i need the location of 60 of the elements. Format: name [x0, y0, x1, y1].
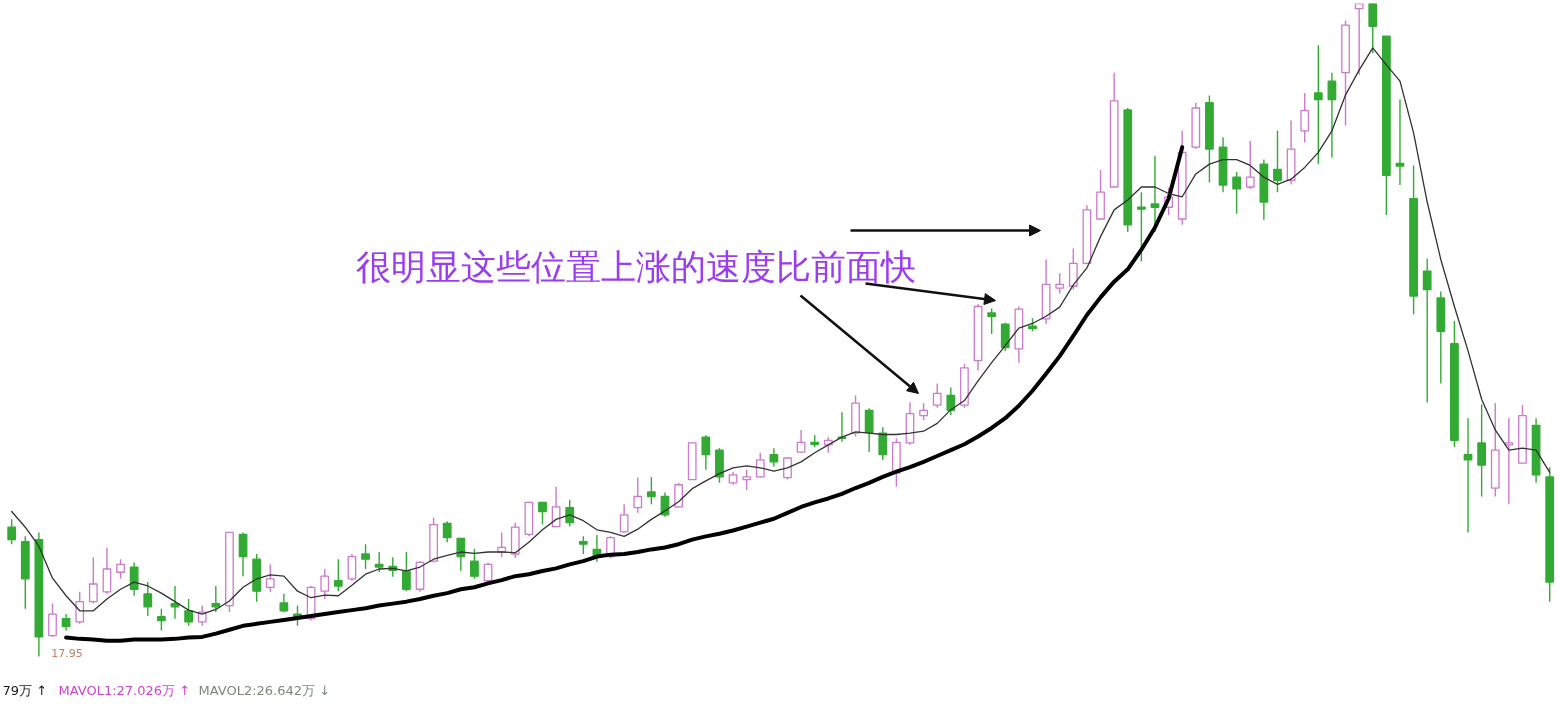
candlestick: [1232, 171, 1242, 215]
text: MAVOL1:27.026万 ↑: [58, 683, 191, 698]
candlestick: [796, 429, 806, 454]
candlestick: [102, 546, 112, 595]
candlestick: [1422, 258, 1432, 404]
candlestick: [1245, 139, 1255, 190]
candlestick: [878, 426, 888, 461]
candlestick: [48, 602, 57, 638]
candlestick: [646, 476, 656, 506]
candlestick: [143, 581, 153, 617]
candlestick: [279, 593, 289, 613]
candlestick: [470, 548, 479, 580]
text: MAVOL2:26.642万 ↓: [198, 683, 331, 698]
candlestick: [374, 551, 384, 573]
candlestick: [116, 558, 125, 580]
candlestick: [1136, 191, 1146, 263]
candlestick: [184, 598, 193, 627]
candlestick: [211, 585, 221, 613]
text: 79万 ↑: [2, 683, 48, 698]
candlestick: [1354, 3, 1364, 76]
candlestick: [755, 452, 765, 479]
candlestick: [1504, 417, 1514, 506]
candlestick: [565, 499, 575, 528]
candlestick: [401, 551, 411, 592]
candlestick: [129, 561, 139, 597]
candlestick: [769, 447, 779, 468]
candlestick: [701, 434, 711, 471]
candlestick: [1055, 272, 1065, 295]
candlestick: [7, 518, 17, 545]
candlestick: [333, 558, 343, 592]
candlestick: [320, 568, 330, 600]
candlestick: [783, 456, 792, 481]
candlestick: [864, 407, 874, 453]
candlestick: [674, 482, 683, 509]
candlestick: [1313, 44, 1323, 165]
candlestick: [619, 503, 629, 534]
candlestick: [75, 591, 85, 625]
candlestick: [1368, 3, 1378, 54]
annotation: 17.95: [51, 646, 83, 660]
candlestick: [347, 553, 357, 582]
candlestick: [1300, 92, 1310, 144]
candlestick: [742, 469, 752, 491]
candlestick: [1273, 130, 1282, 193]
candlestick: [361, 543, 370, 570]
candlestick: [633, 476, 643, 514]
candlestick: [170, 585, 180, 620]
candlestick: [932, 382, 942, 409]
candlestick: [1477, 403, 1487, 498]
candlestick: [442, 520, 452, 543]
candlestick: [88, 556, 98, 605]
annotation: 很明显这些位置上涨的速度比前面快: [355, 246, 916, 287]
candlestick: [156, 608, 166, 632]
candlestick: [1463, 417, 1473, 534]
candlestick: [1068, 247, 1078, 291]
candlestick: [1150, 154, 1160, 233]
candlestick: [987, 307, 997, 335]
candlestick: [265, 563, 275, 593]
candlestick: [1395, 98, 1405, 186]
candlestick: [238, 531, 248, 577]
candlestick: [946, 386, 956, 416]
